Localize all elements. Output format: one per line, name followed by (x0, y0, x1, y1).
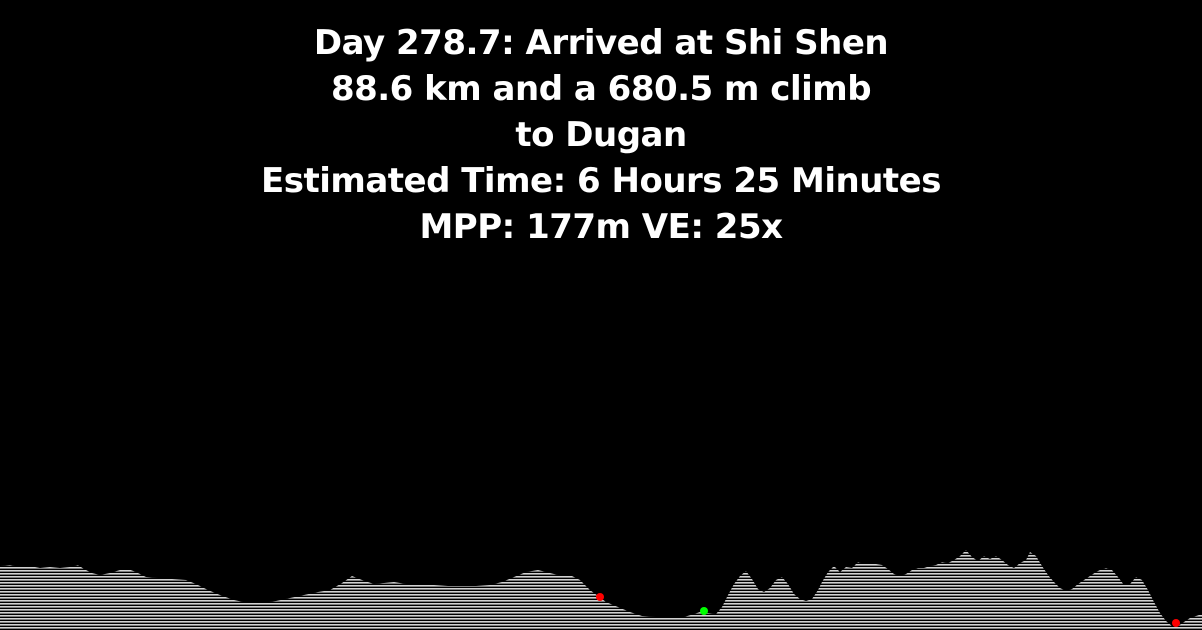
route-info-header: Day 278.7: Arrived at Shi Shen 88.6 km a… (0, 20, 1202, 250)
distance-climb-text: 88.6 km and a 680.5 m climb (330, 69, 872, 109)
marker-red-dot (596, 593, 604, 601)
day-arrival-text: Day 278.7: Arrived at Shi Shen (313, 23, 889, 63)
marker-red-dot (1172, 619, 1180, 627)
destination-text: to Dugan (515, 115, 687, 155)
terrain-area (0, 550, 1202, 630)
marker-green-dot (700, 607, 708, 615)
estimated-time-text: Estimated Time: 6 Hours 25 Minutes (261, 161, 941, 201)
mpp-ve-text: MPP: 177m VE: 25x (419, 207, 783, 247)
